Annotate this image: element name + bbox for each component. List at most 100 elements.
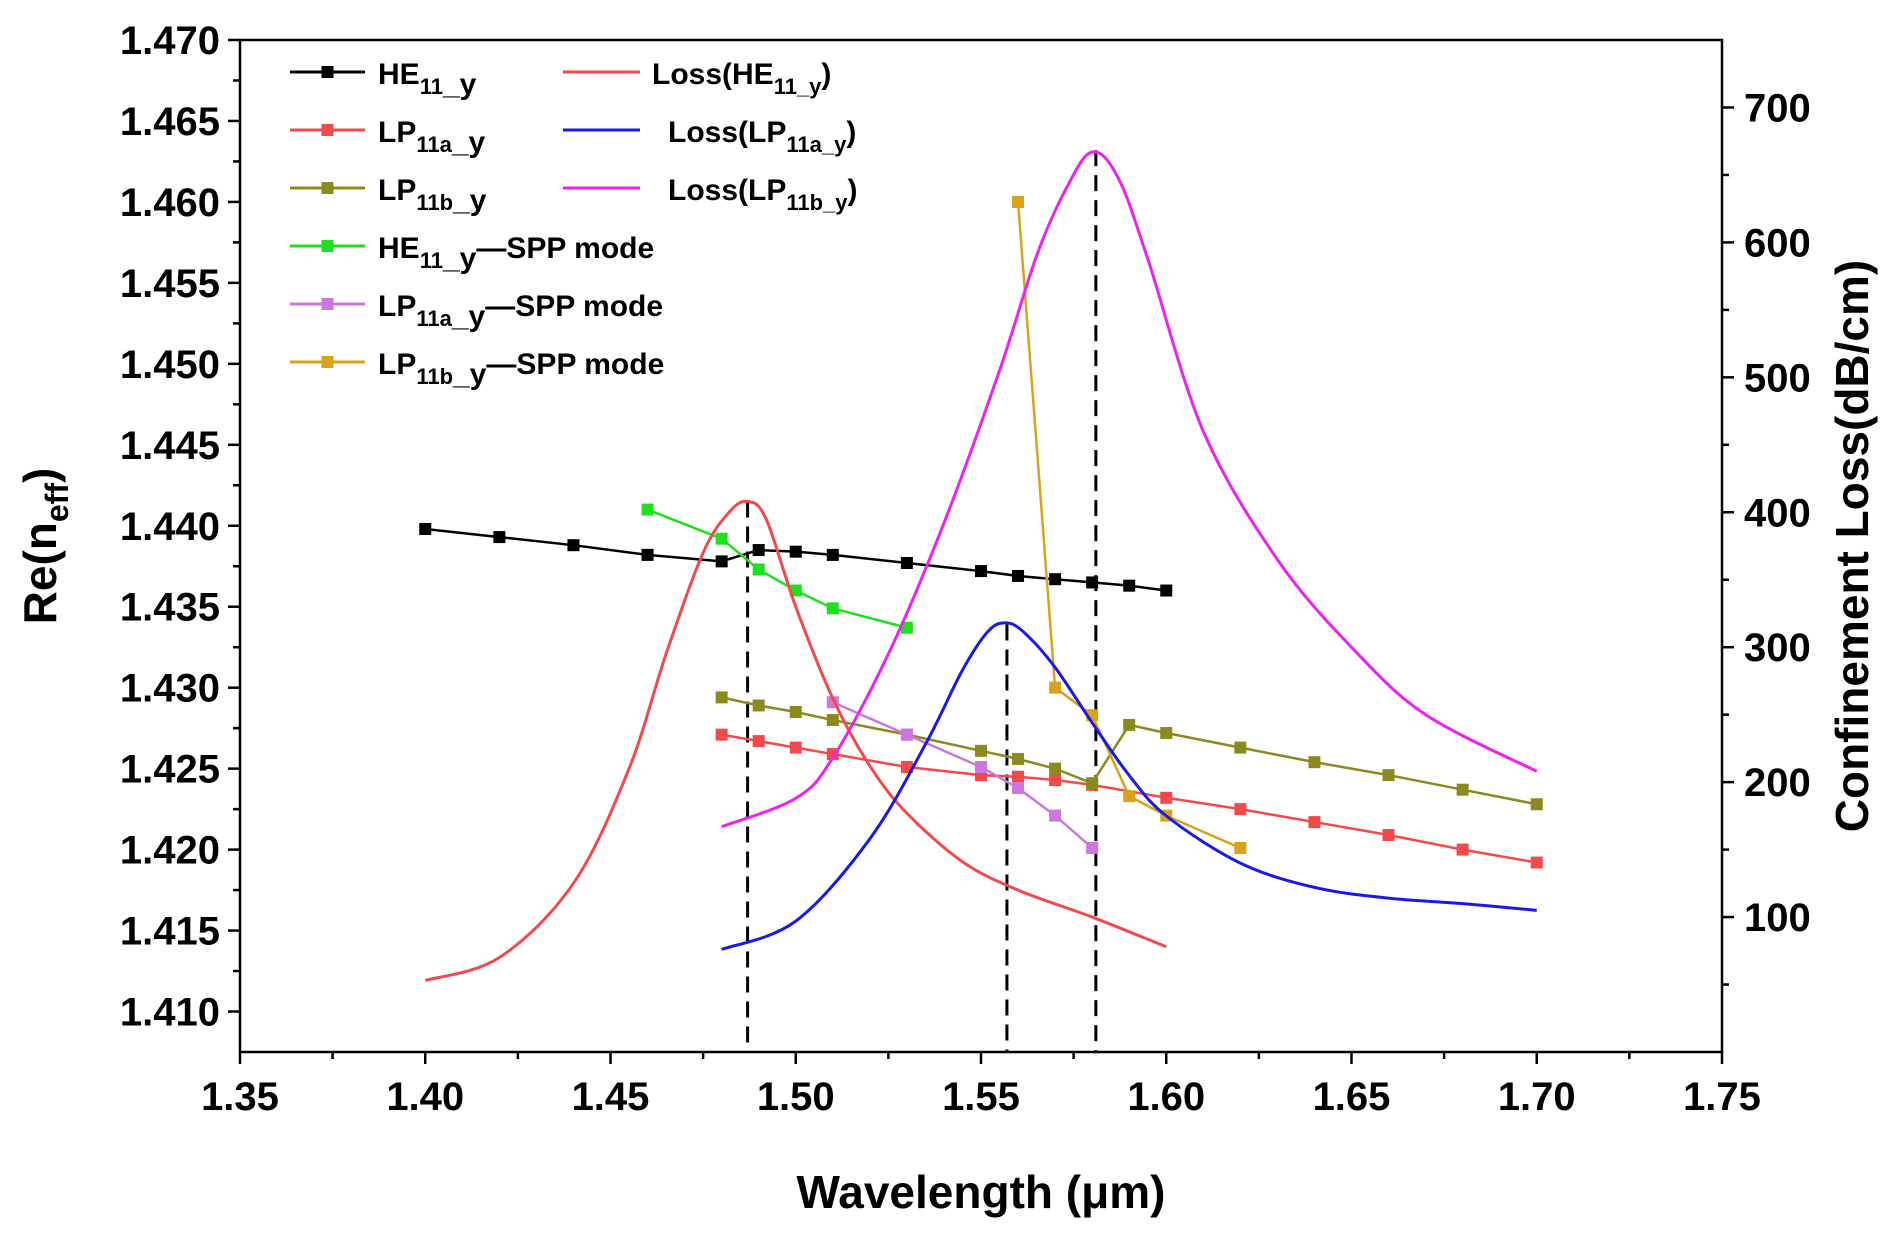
data-point xyxy=(1234,841,1247,854)
guide-lines xyxy=(746,150,1098,1052)
y2-tick-label: 500 xyxy=(1744,356,1811,400)
data-point xyxy=(1308,756,1321,769)
legend: HE11_y LP11a_y LP11b_y HE11_y—SPP mode LP11a… xyxy=(290,58,858,391)
data-point xyxy=(1456,783,1469,796)
data-point xyxy=(975,744,987,757)
series-line xyxy=(721,150,1538,829)
data-point xyxy=(1049,773,1062,786)
data-point xyxy=(826,548,839,561)
legend-entry: Loss(LP11a_y) xyxy=(563,116,856,157)
axes: 1.35 1.40 1.45 1.50 1.55 1.60 1.65 1.70 1.75 1.41… xyxy=(120,19,1811,1119)
legend-swatch-marker xyxy=(321,356,334,368)
y-tick-label: 1.430 xyxy=(120,667,220,711)
x-tick-label: 1.50 xyxy=(757,1075,835,1119)
data-point xyxy=(752,563,765,576)
y2-tick-label: 100 xyxy=(1744,896,1811,940)
x-tick-label: 1.60 xyxy=(1127,1075,1205,1119)
data-point xyxy=(1234,803,1247,816)
legend-label: LP11b_y—SPP mode xyxy=(378,348,664,391)
y-tick-label: 1.455 xyxy=(120,262,220,306)
legend-entry: HE11_y—SPP mode xyxy=(290,232,654,275)
x-tick-label: 1.35 xyxy=(201,1075,279,1119)
x-tick-label: 1.55 xyxy=(942,1075,1020,1119)
data-point xyxy=(1382,829,1395,842)
data-point xyxy=(752,735,765,748)
y2-tick-label: 300 xyxy=(1744,626,1811,670)
data-point xyxy=(1160,727,1173,740)
x-tick-label: 1.40 xyxy=(386,1075,464,1119)
data-point xyxy=(1012,195,1025,208)
data-point xyxy=(826,714,839,727)
legend-entry: HE11_y xyxy=(290,58,477,101)
x-tick-label: 1.45 xyxy=(572,1075,650,1119)
data-point xyxy=(1530,798,1543,811)
legend-entry: Loss(HE11_y) xyxy=(563,58,831,99)
y-tick-label: 1.410 xyxy=(120,991,220,1035)
legend-entry: Loss(LP11b_y) xyxy=(563,174,858,215)
y-tick-label: 1.450 xyxy=(120,343,220,387)
legend-entry: LP11a_y xyxy=(290,116,486,159)
data-point xyxy=(1123,579,1136,592)
data-point xyxy=(826,602,839,615)
data-point xyxy=(1160,791,1173,804)
data-point xyxy=(789,584,802,597)
legend-label: Loss(LP11a_y) xyxy=(668,116,856,157)
series-line xyxy=(424,499,1167,982)
axis-titles: Wavelength (μm) Re(neff) Confinement Loss(… xyxy=(14,260,1878,1218)
data-point xyxy=(1012,782,1025,795)
data-point xyxy=(900,557,913,570)
y2-tick-label: 600 xyxy=(1744,221,1811,265)
y-tick-label: 1.470 xyxy=(120,19,220,63)
legend-swatch-marker xyxy=(321,124,334,136)
y-tick-label: 1.460 xyxy=(120,181,220,225)
legend-entry: LP11b_y—SPP mode xyxy=(290,348,664,391)
legend-label: Loss(LP11b_y) xyxy=(668,174,858,215)
x-tick-label: 1.75 xyxy=(1683,1075,1761,1119)
data-point xyxy=(1049,809,1062,822)
y-tick-label: 1.465 xyxy=(120,100,220,144)
data-point xyxy=(641,548,654,561)
series-line xyxy=(721,696,1537,806)
series-line xyxy=(1016,201,1241,850)
data-point xyxy=(715,691,728,704)
data-point xyxy=(789,545,802,558)
legend-swatch-marker xyxy=(321,182,334,194)
data-point xyxy=(975,761,987,774)
y-tick-label: 1.435 xyxy=(120,586,220,630)
data-point xyxy=(1382,769,1395,782)
data-point xyxy=(1123,718,1136,731)
data-point xyxy=(1049,762,1062,775)
series-line xyxy=(647,508,908,629)
data-point xyxy=(900,728,913,741)
y2-tick-label: 200 xyxy=(1744,761,1811,805)
data-point xyxy=(1012,752,1025,765)
legend-swatch-marker xyxy=(321,240,334,252)
data-point xyxy=(1123,790,1136,803)
data-point xyxy=(900,621,913,634)
legend-swatch-marker xyxy=(321,66,334,78)
x-tick-label: 1.65 xyxy=(1313,1075,1391,1119)
legend-entry: LP11a_y—SPP mode xyxy=(290,290,663,333)
legend-label: HE11_y xyxy=(378,58,477,101)
y2-tick-label: 700 xyxy=(1744,86,1811,130)
data-point xyxy=(975,565,987,578)
data-point xyxy=(567,539,580,552)
data-point xyxy=(1012,770,1025,783)
data-point xyxy=(641,503,654,516)
y-tick-label: 1.440 xyxy=(120,505,220,549)
data-point xyxy=(1160,584,1173,597)
legend-label: LP11a_y xyxy=(378,116,486,159)
y-tick-label: 1.415 xyxy=(120,910,220,954)
series-layer xyxy=(419,150,1543,982)
data-point xyxy=(752,544,765,557)
data-point xyxy=(1234,741,1247,754)
y2-axis-title: Confinement Loss(dB/cm) xyxy=(1826,260,1878,832)
legend-swatch-marker xyxy=(321,298,334,310)
data-point xyxy=(715,532,728,545)
data-point xyxy=(1086,777,1099,790)
data-point xyxy=(1012,569,1025,582)
y2-tick-label: 400 xyxy=(1744,491,1811,535)
y-tick-label: 1.425 xyxy=(120,748,220,792)
legend-label: LP11a_y—SPP mode xyxy=(378,290,663,333)
